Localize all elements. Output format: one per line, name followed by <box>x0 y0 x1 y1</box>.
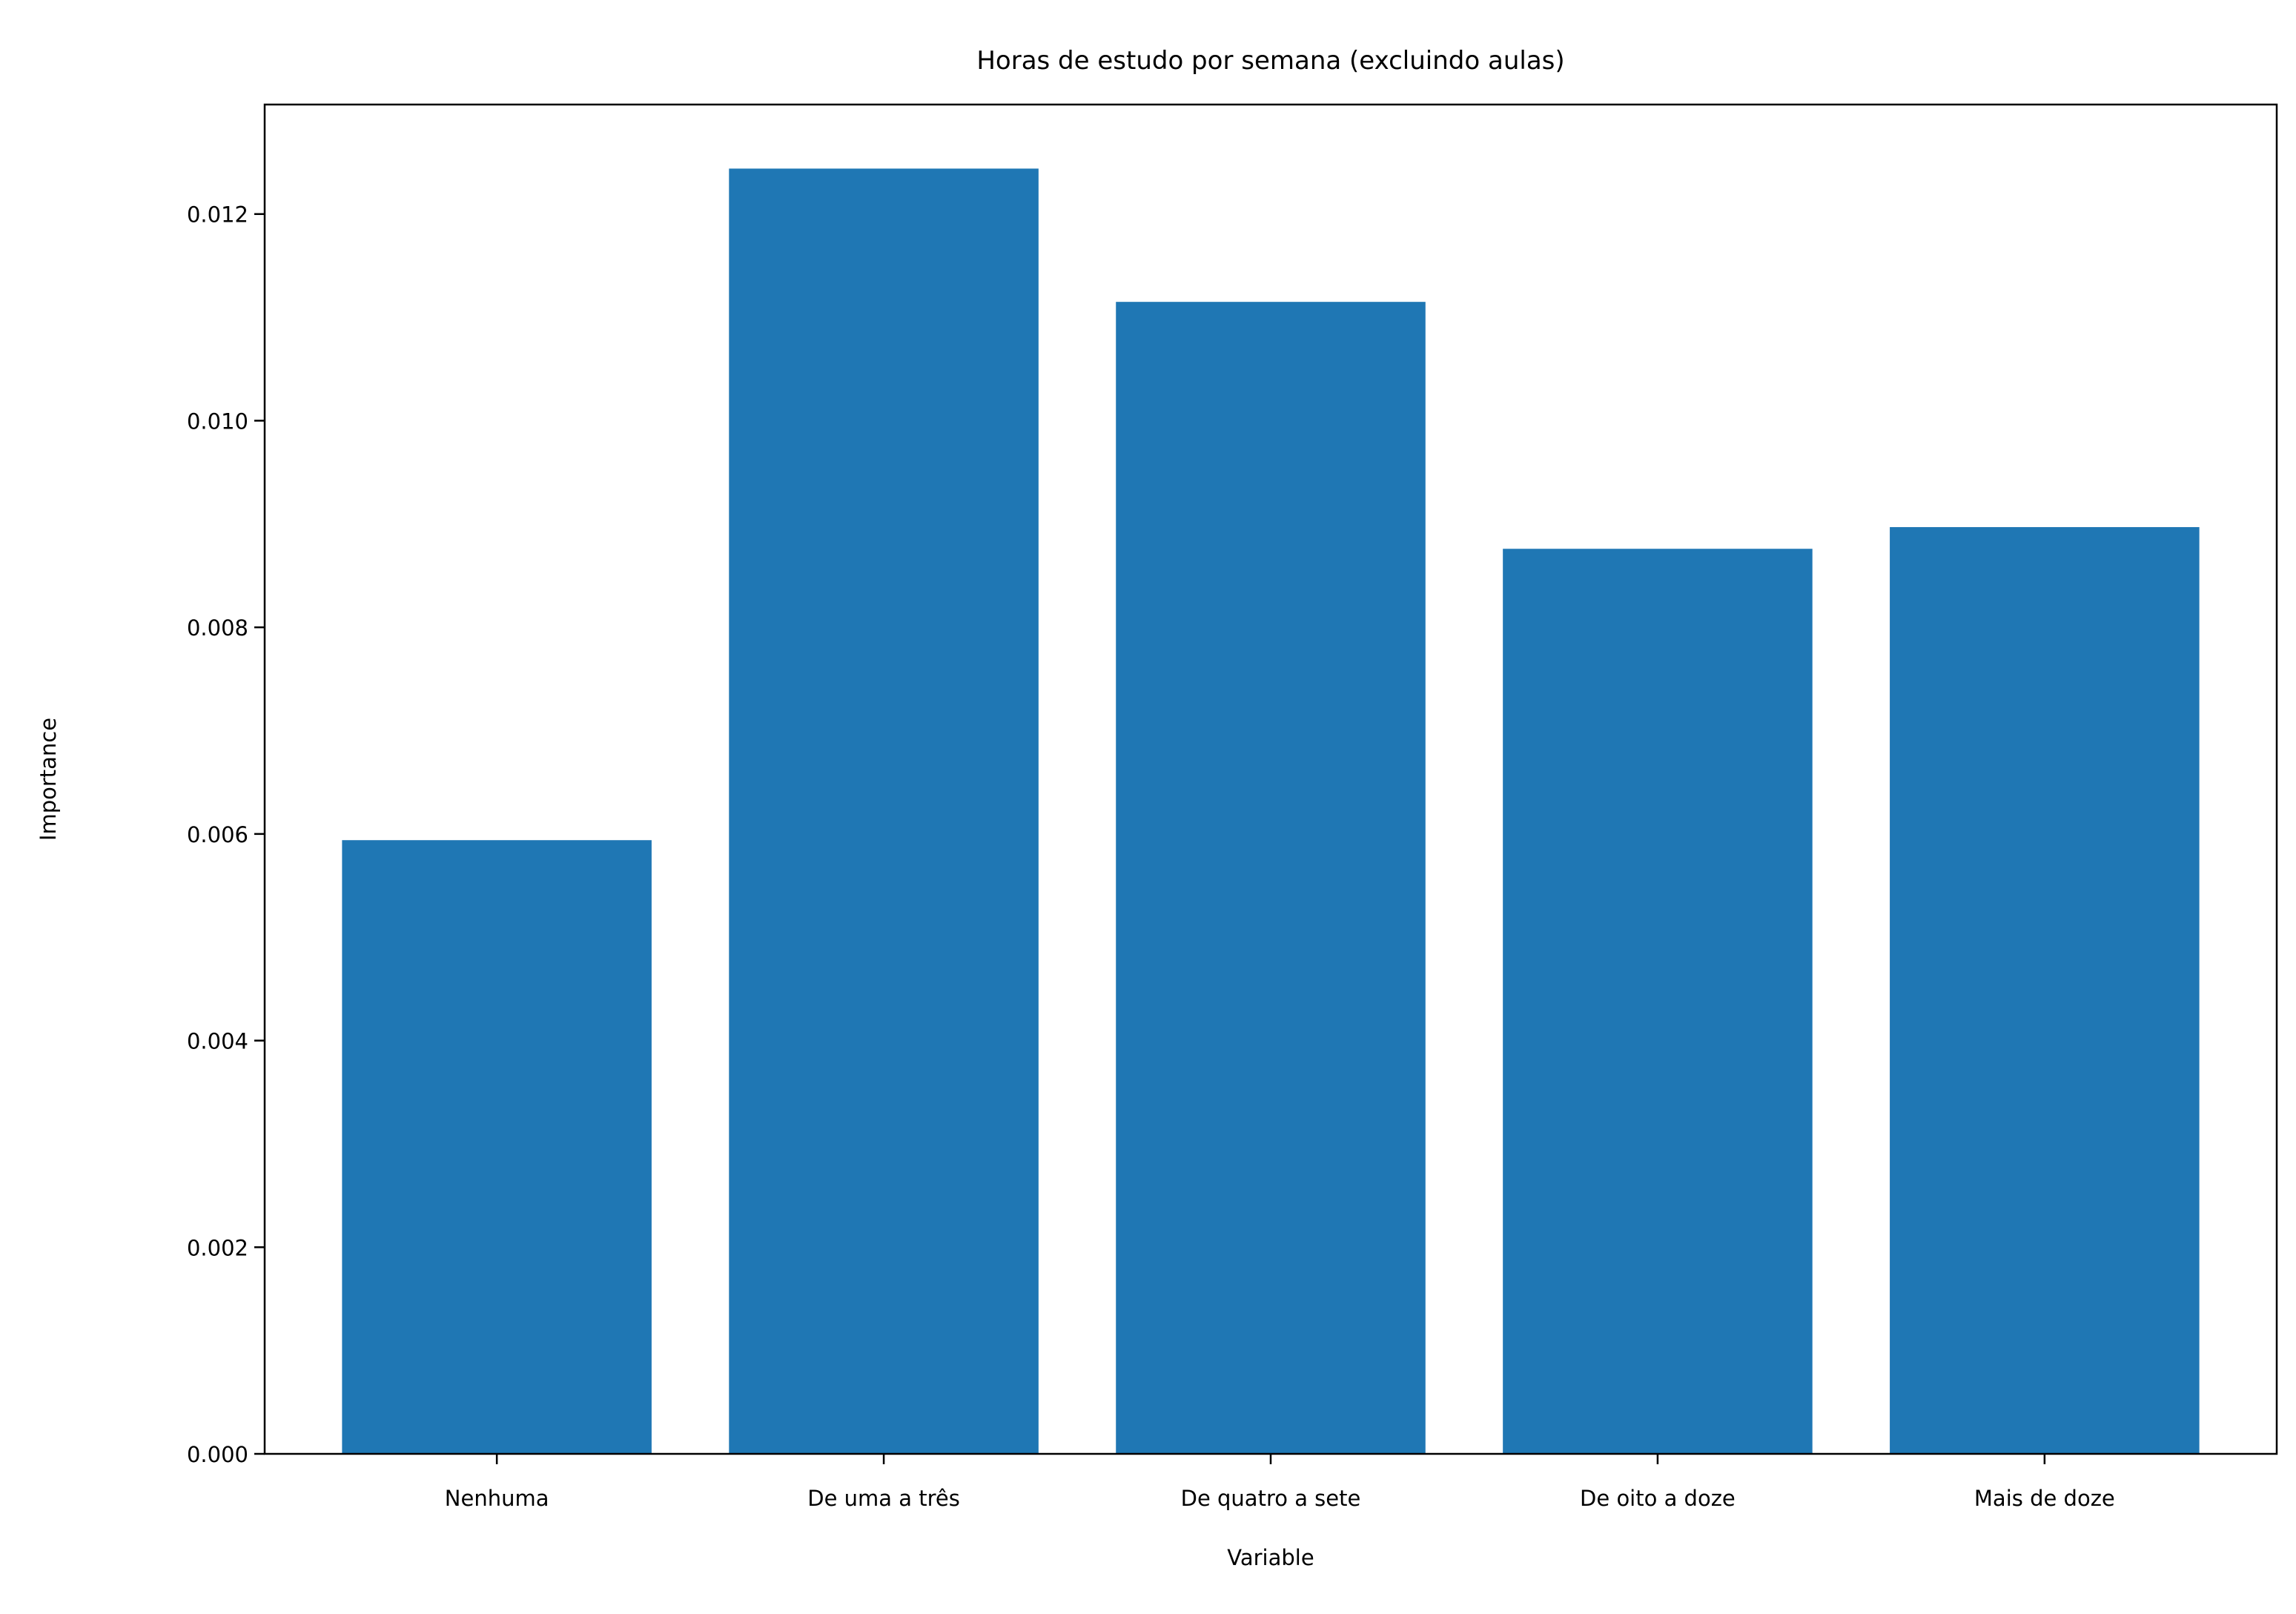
chart-title: Horas de estudo por semana (excluindo au… <box>976 46 1564 76</box>
x-axis-label: Variable <box>1227 1545 1314 1570</box>
y-tick-label-2: 0.004 <box>187 1029 248 1054</box>
x-tick-label-2: De quatro a sete <box>1181 1486 1361 1511</box>
bar-4 <box>1890 526 2200 1454</box>
x-tick-label-1: De uma a três <box>807 1486 960 1511</box>
bar-2 <box>1116 302 1426 1454</box>
y-tick-label-6: 0.012 <box>187 202 248 228</box>
y-tick-label-5: 0.010 <box>187 409 248 434</box>
bar-0 <box>342 840 652 1454</box>
x-tick-label-4: Mais de doze <box>1974 1486 2115 1511</box>
bar-1 <box>729 168 1039 1454</box>
y-tick-label-4: 0.008 <box>187 615 248 641</box>
y-axis-label: Importance <box>36 718 61 841</box>
ticks-layer: Nenhuma De uma a três De quatro a sete De o… <box>187 202 2115 1511</box>
axes-frame <box>263 103 2278 1455</box>
y-tick-label-1: 0.002 <box>187 1235 248 1260</box>
y-tick-label-0: 0.000 <box>187 1442 248 1467</box>
bar-3 <box>1503 549 1813 1454</box>
x-tick-label-0: Nenhuma <box>445 1486 549 1511</box>
x-tick-label-3: De oito a doze <box>1580 1486 1736 1511</box>
y-tick-label-3: 0.006 <box>187 822 248 847</box>
bars-layer <box>342 168 2200 1454</box>
